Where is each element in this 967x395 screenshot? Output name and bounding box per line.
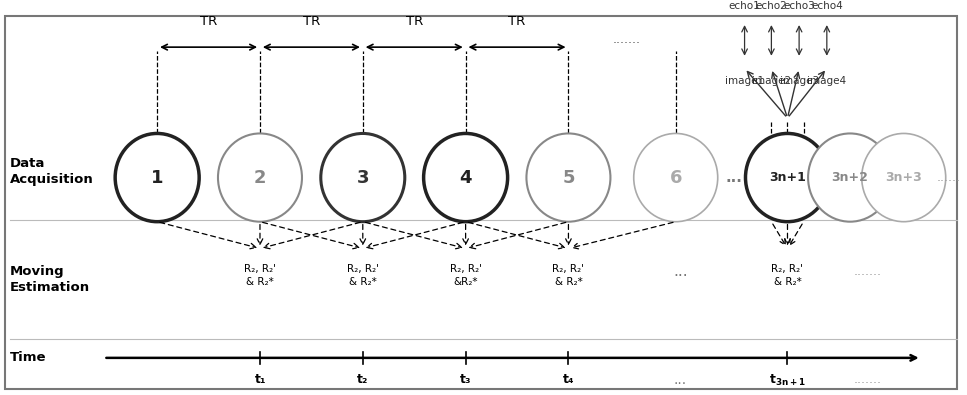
FancyBboxPatch shape: [5, 17, 957, 389]
Text: 1: 1: [151, 169, 163, 186]
Text: image4: image4: [807, 76, 846, 86]
Text: TR: TR: [405, 15, 423, 28]
Text: ...: ...: [725, 170, 743, 185]
Text: echo4: echo4: [811, 1, 842, 11]
Text: R₂, R₂'
& R₂*: R₂, R₂' & R₂*: [772, 264, 804, 287]
Ellipse shape: [218, 134, 302, 222]
Text: 3: 3: [357, 169, 369, 186]
Ellipse shape: [808, 134, 893, 222]
Text: 3n+2: 3n+2: [832, 171, 868, 184]
Text: 3n+1: 3n+1: [769, 171, 806, 184]
Ellipse shape: [424, 134, 508, 222]
Text: image3: image3: [779, 76, 819, 86]
Text: Data
Acquisition: Data Acquisition: [10, 157, 94, 186]
Ellipse shape: [321, 134, 405, 222]
Ellipse shape: [633, 134, 718, 222]
Text: .......: .......: [854, 265, 882, 278]
Ellipse shape: [862, 134, 946, 222]
Text: TR: TR: [303, 15, 320, 28]
Text: TR: TR: [509, 15, 526, 28]
Ellipse shape: [746, 134, 830, 222]
Text: image1: image1: [725, 76, 764, 86]
Text: .......: .......: [854, 373, 882, 386]
Text: ......: ......: [936, 171, 960, 184]
Ellipse shape: [526, 134, 610, 222]
Text: 4: 4: [459, 169, 472, 186]
Text: R₂, R₂'
& R₂*: R₂, R₂' & R₂*: [347, 264, 379, 287]
Text: TR: TR: [200, 15, 218, 28]
Text: $\mathbf{t₄}$: $\mathbf{t₄}$: [562, 373, 575, 386]
Text: 6: 6: [669, 169, 682, 186]
Text: $\mathbf{t₃}$: $\mathbf{t₃}$: [459, 373, 472, 386]
Text: echo3: echo3: [783, 1, 815, 11]
Text: R₂, R₂'
& R₂*: R₂, R₂' & R₂*: [244, 264, 276, 287]
Text: $\mathbf{t₂}$: $\mathbf{t₂}$: [357, 373, 369, 386]
Text: echo1: echo1: [729, 1, 760, 11]
Text: 5: 5: [562, 169, 574, 186]
Text: echo2: echo2: [755, 1, 787, 11]
Text: ...: ...: [673, 264, 688, 279]
Text: $\mathbf{t₁}$: $\mathbf{t₁}$: [253, 373, 266, 386]
Ellipse shape: [115, 134, 199, 222]
Text: image2: image2: [751, 76, 791, 86]
Text: $\mathbf{t_{3n+1}}$: $\mathbf{t_{3n+1}}$: [769, 373, 806, 388]
Text: 3n+3: 3n+3: [886, 171, 923, 184]
Text: .......: .......: [612, 33, 640, 46]
Text: R₂, R₂'
& R₂*: R₂, R₂' & R₂*: [552, 264, 584, 287]
Text: Time: Time: [10, 352, 46, 364]
Text: 2: 2: [253, 169, 266, 186]
Text: R₂, R₂'
&R₂*: R₂, R₂' &R₂*: [450, 264, 482, 287]
Text: Moving
Estimation: Moving Estimation: [10, 265, 90, 294]
Text: ...: ...: [674, 373, 687, 387]
